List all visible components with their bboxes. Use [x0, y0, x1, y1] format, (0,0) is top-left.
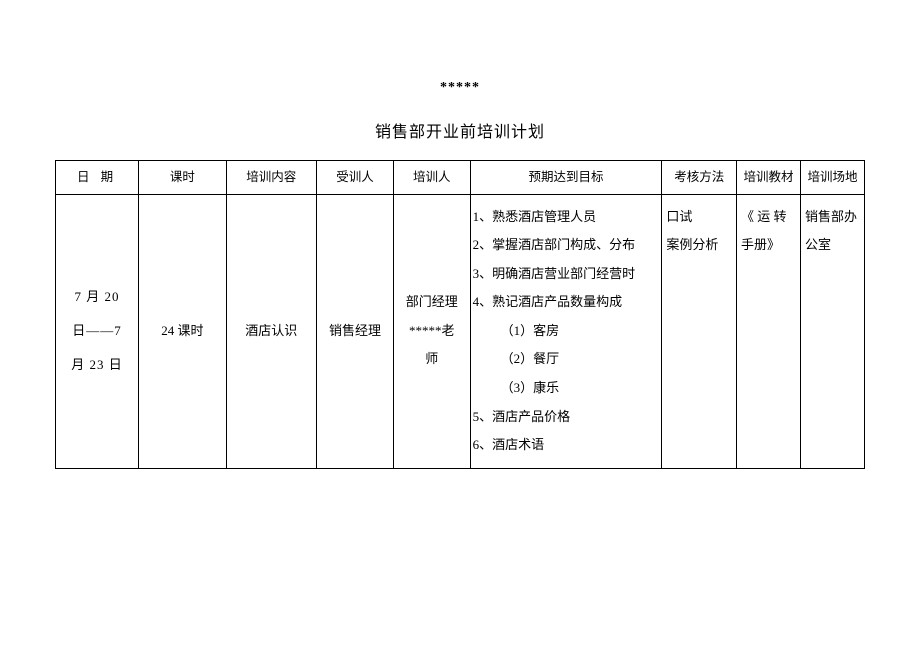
header-hours: 课时 — [139, 161, 226, 195]
title-stars: ***** — [55, 80, 865, 96]
cell-venue: 销售部办 公室 — [800, 194, 864, 468]
header-trainer: 培训人 — [393, 161, 470, 195]
header-goals: 预期达到目标 — [470, 161, 662, 195]
header-trainee: 受训人 — [317, 161, 394, 195]
cell-hours: 24 课时 — [139, 194, 226, 468]
cell-trainee: 销售经理 — [317, 194, 394, 468]
cell-content: 酒店认识 — [226, 194, 317, 468]
header-material: 培训教材 — [737, 161, 801, 195]
header-date: 日 期 — [56, 161, 139, 195]
cell-goals: 1、熟悉酒店管理人员 2、掌握酒店部门构成、分布 3、明确酒店营业部门经营时 4… — [470, 194, 662, 468]
header-method: 考核方法 — [662, 161, 737, 195]
cell-material: 《 运 转 手册》 — [737, 194, 801, 468]
cell-method: 口试 案例分析 — [662, 194, 737, 468]
cell-date: 7 月 20 日——7 月 23 日 — [56, 194, 139, 468]
header-content: 培训内容 — [226, 161, 317, 195]
table-row: 7 月 20 日——7 月 23 日 24 课时 酒店认识 销售经理 部门经理 … — [56, 194, 865, 468]
document-title-block: ***** 销售部开业前培训计划 — [55, 80, 865, 142]
header-venue: 培训场地 — [800, 161, 864, 195]
title-main: 销售部开业前培训计划 — [55, 118, 865, 142]
cell-trainer: 部门经理 *****老 师 — [393, 194, 470, 468]
table-header-row: 日 期 课时 培训内容 受训人 培训人 预期达到目标 考核方法 培训教材 培训场… — [56, 161, 865, 195]
training-plan-table: 日 期 课时 培训内容 受训人 培训人 预期达到目标 考核方法 培训教材 培训场… — [55, 160, 865, 469]
